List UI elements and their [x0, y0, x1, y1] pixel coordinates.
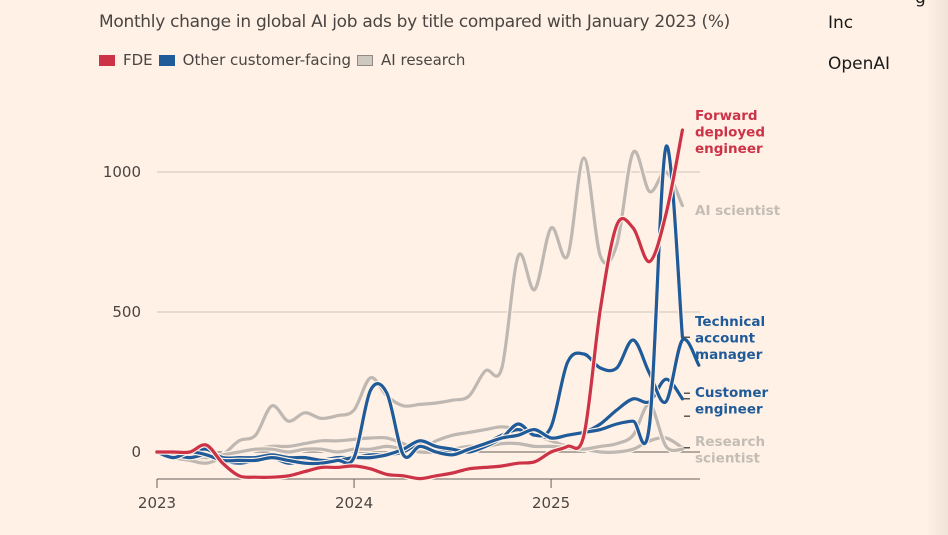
series-line-unlabeled-4: [155, 337, 701, 463]
series-line-technical-account-manager: [155, 144, 685, 466]
annotation-label-0-0: Forward: [695, 108, 758, 124]
legend: FDE Other customer-facing AI research: [99, 51, 465, 69]
annotation-label-4-0: Research: [695, 434, 765, 450]
series-line-ai-scientist: [155, 149, 685, 463]
y-tick-label-1000: 1000: [103, 163, 141, 181]
series-line-unlabeled-2: [155, 402, 685, 460]
annotation-label-1-0: AI scientist: [695, 203, 781, 219]
side-text-inc: Inc: [828, 13, 854, 33]
x-tick-label-2024: 2024: [335, 494, 373, 512]
side-text-openai: OpenAI: [828, 54, 891, 74]
series-line-forward-deployed-engineer: [155, 128, 685, 481]
annotation-label-0-1: deployed: [695, 125, 765, 141]
annotation-label-2-1: account: [695, 331, 756, 347]
legend-swatch-fde: [99, 54, 115, 66]
legend-label-fde: FDE: [123, 51, 153, 69]
legend-label-customer-facing: Other customer-facing: [182, 51, 352, 69]
legend-swatch-ai-research: [357, 54, 374, 66]
annotation-label-2-0: Technical: [695, 314, 765, 330]
annotation-label-2-2: manager: [695, 347, 763, 363]
annotation-label-3-0: Customer: [695, 385, 769, 401]
annotation-label-0-2: engineer: [695, 141, 763, 157]
y-tick-label-500: 500: [112, 303, 141, 321]
x-tick-label-2023: 2023: [138, 494, 176, 512]
y-tick-label-0: 0: [131, 443, 141, 461]
legend-swatch-customer-facing: [158, 54, 175, 66]
legend-label-ai-research: AI research: [381, 51, 466, 69]
annotation-label-3-1: engineer: [695, 402, 763, 418]
x-tick-label-2025: 2025: [532, 494, 570, 512]
scroll-edge-shadow: [926, 0, 948, 535]
annotation-label-4-1: scientist: [695, 451, 761, 467]
side-text-cropped: g: [915, 0, 926, 8]
chart-title: Monthly change in global AI job ads by t…: [99, 12, 731, 32]
